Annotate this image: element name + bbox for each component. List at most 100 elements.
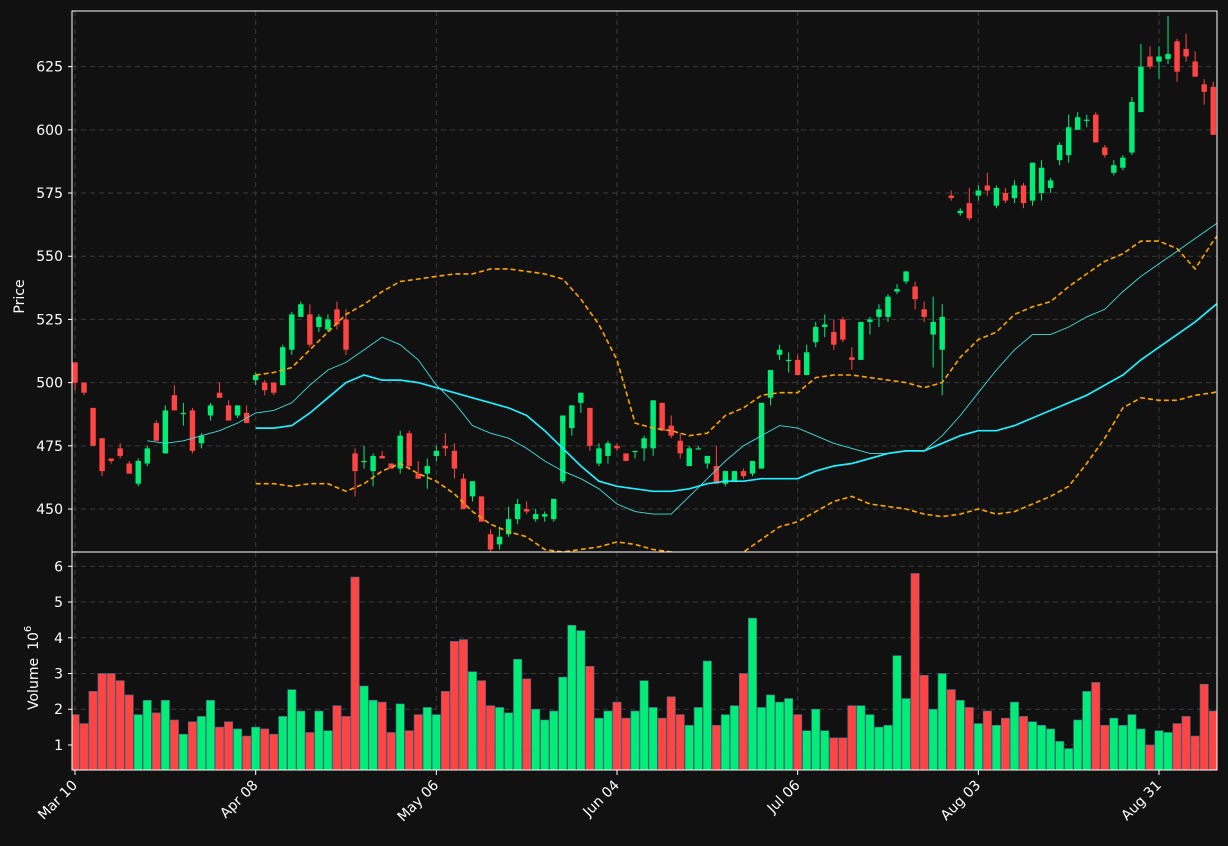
candle-body xyxy=(415,473,421,479)
volume-bar xyxy=(739,673,748,770)
candle-body xyxy=(307,314,313,345)
volume-bar xyxy=(892,655,902,770)
candle-body xyxy=(623,453,629,461)
volume-bar xyxy=(621,717,631,770)
candle-body xyxy=(1002,193,1009,201)
volume-bar xyxy=(594,717,604,770)
volume-axis-unit-exponent: 6 xyxy=(23,626,34,632)
candle-body xyxy=(424,466,431,474)
candle-body xyxy=(1156,56,1162,62)
volume-bar xyxy=(531,708,541,770)
volume-bar xyxy=(811,708,821,770)
volume-bar xyxy=(603,710,613,770)
price-ytick-label: 450 xyxy=(36,502,63,518)
volume-bar xyxy=(233,728,243,770)
candle-body xyxy=(704,455,711,464)
candle-body xyxy=(794,359,801,376)
volume-bar xyxy=(486,705,495,770)
volume-bar xyxy=(142,700,152,770)
volume-bar xyxy=(1172,723,1182,770)
volume-bar xyxy=(305,732,315,770)
volume-bar xyxy=(1145,744,1155,770)
candle-body xyxy=(478,496,485,522)
volume-bar xyxy=(973,723,983,770)
volume-bar xyxy=(206,700,215,770)
volume-bar xyxy=(341,716,351,770)
candle-body xyxy=(731,471,738,482)
volume-bar xyxy=(178,733,188,770)
candle-body xyxy=(180,412,187,415)
candle-body xyxy=(1038,167,1045,194)
volume-bar xyxy=(675,714,685,770)
volume-bar xyxy=(224,721,234,770)
candle-body xyxy=(252,375,259,381)
candle-body xyxy=(1093,114,1099,143)
volume-bar xyxy=(955,700,965,770)
candle-body xyxy=(975,190,982,196)
candle-body xyxy=(858,321,864,360)
volume-bar xyxy=(883,725,893,770)
candle-body xyxy=(460,478,467,510)
volume-bar xyxy=(630,710,640,770)
candle-body xyxy=(885,296,891,317)
candle-body xyxy=(171,395,178,411)
candle-body xyxy=(406,433,412,467)
volume-bar xyxy=(151,712,161,770)
candle-body xyxy=(1174,41,1180,72)
candle-body xyxy=(831,332,837,345)
volume-bar xyxy=(982,710,992,770)
candle-body xyxy=(912,286,918,300)
candle-body xyxy=(551,498,557,520)
volume-bar xyxy=(937,673,947,770)
volume-bar xyxy=(919,674,929,770)
price-panel-background xyxy=(72,11,1217,552)
candle-body xyxy=(487,534,494,550)
volume-bar xyxy=(79,723,89,770)
candle-body xyxy=(189,410,196,451)
volume-bar xyxy=(278,716,288,770)
candle-body xyxy=(532,514,539,520)
volume-bar xyxy=(386,732,396,770)
volume-bar xyxy=(251,726,261,770)
candle-body xyxy=(1183,48,1189,57)
price-ytick-label: 525 xyxy=(36,312,63,328)
candle-body xyxy=(505,519,512,535)
fast-moving-average-line xyxy=(147,222,1217,515)
candle-body xyxy=(433,450,440,456)
volume-bar xyxy=(702,660,712,770)
candle-body xyxy=(966,203,973,219)
volume-bar xyxy=(802,730,812,770)
candle-body xyxy=(370,455,376,472)
candle-body xyxy=(749,460,756,474)
candle-body xyxy=(740,471,747,477)
volume-bar xyxy=(422,707,432,770)
candle-body xyxy=(957,210,963,214)
candle-body xyxy=(99,438,105,472)
candle-body xyxy=(1065,127,1072,156)
candle-body xyxy=(1192,61,1198,77)
price-ytick-label: 600 xyxy=(36,123,63,139)
volume-bar xyxy=(946,689,956,770)
candle-body xyxy=(225,405,232,421)
candle-body xyxy=(1165,53,1171,60)
candle-body xyxy=(668,425,674,436)
candle-body xyxy=(198,435,205,444)
candle-body xyxy=(126,463,132,474)
volume-bar xyxy=(693,707,703,770)
candle-body xyxy=(1120,157,1126,168)
volume-bar xyxy=(847,705,857,770)
price-ytick-label: 575 xyxy=(36,186,63,202)
volume-bar xyxy=(160,700,170,770)
volume-bar xyxy=(495,707,505,770)
candle-body xyxy=(207,405,214,416)
candle-body xyxy=(316,316,322,328)
lower-band-line xyxy=(255,390,1217,552)
candle-body xyxy=(1210,86,1216,135)
candle-body xyxy=(993,187,1000,206)
volume-bar xyxy=(350,576,360,770)
volume-bar xyxy=(784,698,794,770)
volume-bar xyxy=(296,710,306,770)
volume-bar xyxy=(187,721,197,770)
candle-body xyxy=(1056,144,1063,161)
volume-bar xyxy=(729,705,739,770)
